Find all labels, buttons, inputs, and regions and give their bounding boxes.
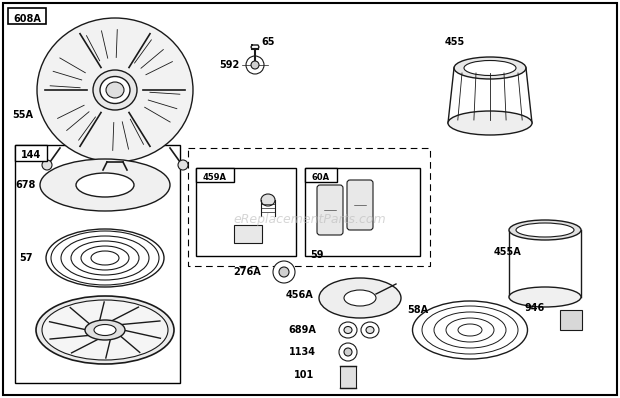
Text: 455A: 455A: [494, 247, 522, 257]
Ellipse shape: [448, 111, 532, 135]
Text: 608A: 608A: [13, 14, 41, 24]
Ellipse shape: [42, 300, 168, 360]
Ellipse shape: [94, 324, 116, 336]
Circle shape: [246, 56, 264, 74]
Text: 60A: 60A: [312, 172, 330, 181]
Bar: [560, 310, 582, 330]
Ellipse shape: [509, 287, 581, 307]
Text: 58A: 58A: [407, 305, 428, 315]
Ellipse shape: [509, 220, 581, 240]
Ellipse shape: [100, 76, 130, 103]
Bar: [305, 168, 420, 256]
Text: 455: 455: [445, 37, 465, 47]
Text: 689A: 689A: [288, 325, 316, 335]
Circle shape: [339, 343, 357, 361]
Ellipse shape: [36, 296, 174, 364]
Bar: [15, 145, 47, 161]
Bar: [8, 8, 46, 24]
Circle shape: [273, 261, 295, 283]
Ellipse shape: [85, 320, 125, 340]
Text: 57: 57: [19, 253, 33, 263]
Ellipse shape: [344, 326, 352, 334]
Text: 678: 678: [16, 180, 36, 190]
Bar: [188, 148, 430, 266]
Ellipse shape: [464, 60, 516, 76]
Ellipse shape: [339, 322, 357, 338]
Bar: [234, 225, 262, 243]
Bar: [196, 168, 296, 256]
Circle shape: [279, 267, 289, 277]
Ellipse shape: [319, 278, 401, 318]
Text: 456A: 456A: [286, 290, 314, 300]
FancyBboxPatch shape: [317, 185, 343, 235]
Bar: [340, 366, 356, 388]
Ellipse shape: [516, 223, 574, 237]
Circle shape: [42, 160, 52, 170]
Ellipse shape: [37, 18, 193, 162]
Text: 946: 946: [525, 303, 545, 313]
Circle shape: [251, 61, 259, 69]
Ellipse shape: [344, 290, 376, 306]
Text: 276A: 276A: [233, 267, 261, 277]
Ellipse shape: [40, 159, 170, 211]
Bar: [305, 168, 337, 182]
Text: 59: 59: [310, 250, 324, 260]
Text: 65: 65: [261, 37, 275, 47]
Bar: [15, 145, 180, 383]
Text: 1134: 1134: [288, 347, 316, 357]
Ellipse shape: [106, 82, 124, 98]
Text: eReplacementParts.com: eReplacementParts.com: [234, 213, 386, 226]
Ellipse shape: [76, 173, 134, 197]
Text: 592: 592: [219, 60, 239, 70]
Ellipse shape: [261, 194, 275, 206]
Text: 101: 101: [294, 370, 314, 380]
Ellipse shape: [454, 57, 526, 79]
Ellipse shape: [361, 322, 379, 338]
Ellipse shape: [366, 326, 374, 334]
Text: 144: 144: [21, 150, 41, 160]
Text: 55A: 55A: [12, 110, 33, 120]
Ellipse shape: [93, 70, 137, 110]
Circle shape: [178, 160, 188, 170]
Circle shape: [344, 348, 352, 356]
Text: 459A: 459A: [203, 172, 227, 181]
Bar: [196, 168, 234, 182]
FancyBboxPatch shape: [347, 180, 373, 230]
